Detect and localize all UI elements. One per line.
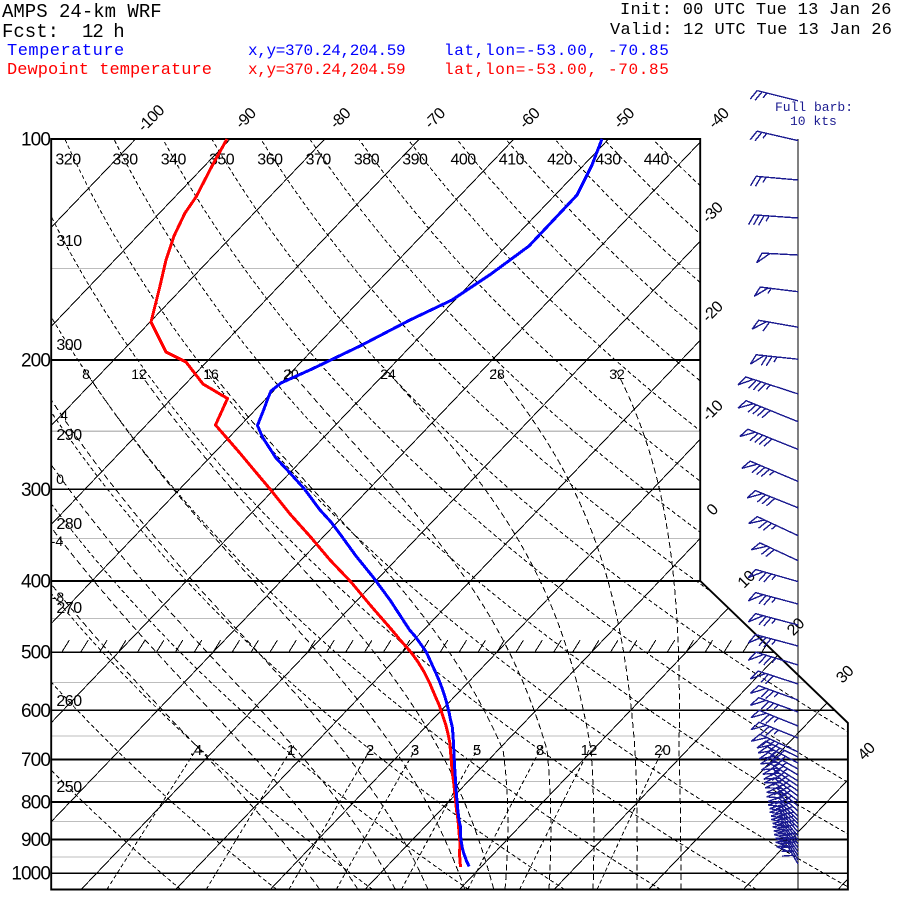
svg-text:280: 280: [56, 516, 82, 533]
svg-text:-70: -70: [422, 105, 450, 133]
svg-text:-20: -20: [699, 298, 727, 326]
svg-text:380: 380: [354, 152, 380, 169]
svg-text:600: 600: [21, 701, 50, 722]
svg-text:32: 32: [609, 366, 625, 382]
svg-text:430: 430: [595, 152, 621, 169]
svg-text:-100: -100: [135, 102, 169, 136]
svg-text:30: 30: [833, 662, 857, 686]
svg-text:8: 8: [82, 366, 90, 382]
svg-text:310: 310: [56, 233, 82, 250]
svg-text:-90: -90: [232, 105, 260, 133]
svg-text:410: 410: [499, 152, 525, 169]
svg-text:16: 16: [203, 366, 219, 382]
svg-text:900: 900: [21, 830, 50, 851]
svg-text:5: 5: [473, 742, 481, 759]
svg-text:320: 320: [55, 152, 81, 169]
svg-text:420: 420: [547, 152, 573, 169]
svg-text:20: 20: [784, 615, 808, 639]
svg-text:-40: -40: [705, 105, 733, 133]
svg-text:400: 400: [450, 152, 476, 169]
svg-text:390: 390: [402, 152, 428, 169]
svg-text:0: 0: [704, 501, 722, 519]
svg-text:3: 3: [411, 742, 419, 759]
svg-text:290: 290: [56, 427, 82, 444]
svg-text:2: 2: [366, 742, 374, 759]
svg-text:800: 800: [21, 793, 50, 814]
svg-text:330: 330: [112, 152, 138, 169]
svg-text:-60: -60: [516, 105, 544, 133]
svg-text:370: 370: [306, 152, 332, 169]
svg-text:340: 340: [161, 152, 187, 169]
svg-text:24: 24: [380, 366, 396, 382]
svg-text:400: 400: [21, 572, 50, 593]
svg-text:-10: -10: [699, 397, 727, 425]
svg-text:360: 360: [257, 152, 283, 169]
svg-text:-4: -4: [51, 533, 64, 549]
svg-text:-50: -50: [611, 105, 639, 133]
svg-text:300: 300: [21, 480, 50, 501]
svg-text:700: 700: [21, 750, 50, 771]
svg-text:350: 350: [209, 152, 235, 169]
svg-text:100: 100: [21, 130, 50, 151]
svg-text:20: 20: [654, 742, 671, 759]
svg-text:-8: -8: [52, 589, 65, 605]
svg-text:-80: -80: [327, 105, 355, 133]
svg-text:270: 270: [56, 600, 82, 617]
svg-text:440: 440: [644, 152, 670, 169]
svg-text:.4: .4: [190, 742, 203, 759]
svg-text:12: 12: [581, 742, 598, 759]
svg-text:40: 40: [855, 739, 879, 763]
svg-text:300: 300: [56, 337, 82, 354]
svg-text:250: 250: [56, 779, 82, 796]
svg-text:12: 12: [131, 366, 147, 382]
svg-text:260: 260: [56, 693, 82, 710]
svg-text:-30: -30: [699, 199, 727, 227]
svg-text:500: 500: [21, 643, 50, 664]
svg-text:1000: 1000: [11, 864, 50, 885]
svg-text:28: 28: [489, 366, 505, 382]
svg-text:1: 1: [287, 742, 295, 759]
svg-text:0: 0: [56, 471, 64, 487]
svg-text:200: 200: [21, 351, 50, 372]
svg-text:10: 10: [735, 567, 759, 591]
svg-text:8: 8: [536, 742, 544, 759]
svg-text:4: 4: [60, 407, 68, 423]
